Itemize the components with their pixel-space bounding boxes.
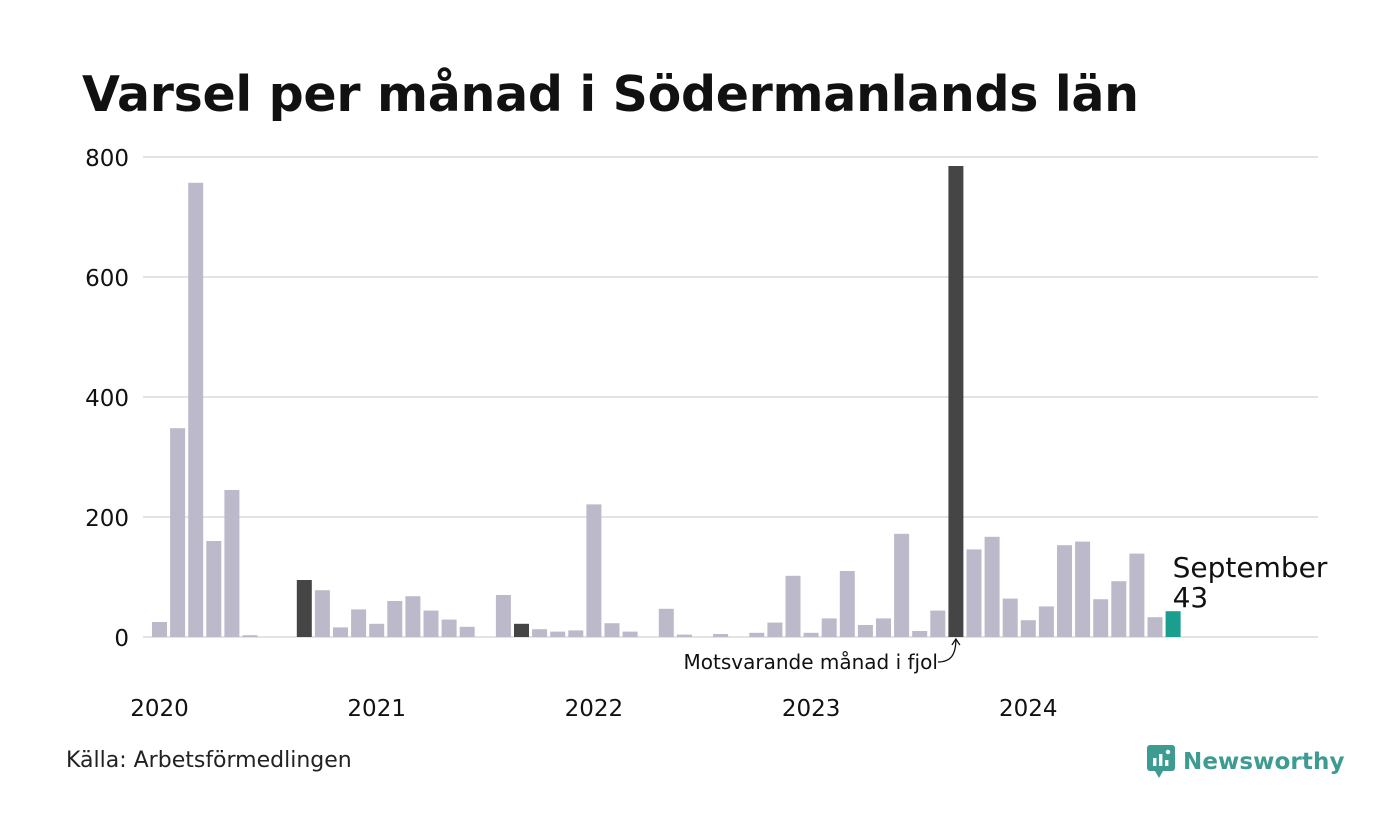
bar-2021-09 bbox=[514, 623, 529, 637]
bar-2022-02 bbox=[604, 623, 620, 637]
x-tick-label: 2024 bbox=[999, 696, 1058, 722]
brand-name: Newsworthy bbox=[1183, 749, 1345, 775]
y-tick-label: 600 bbox=[85, 266, 129, 292]
bar-2023-03 bbox=[839, 571, 855, 637]
bar-2024-04 bbox=[1075, 541, 1091, 637]
y-tick-label: 400 bbox=[85, 386, 129, 412]
bar-2021-01 bbox=[369, 623, 385, 637]
bar-2024-01 bbox=[1020, 620, 1036, 637]
source-note: Källa: Arbetsförmedlingen bbox=[66, 748, 352, 773]
bar-2021-11 bbox=[550, 631, 566, 637]
bar-2024-05 bbox=[1093, 599, 1109, 637]
previous-year-arrowhead bbox=[951, 637, 961, 646]
bar-2021-10 bbox=[532, 629, 548, 637]
brand-logo[interactable]: Newsworthy bbox=[1146, 742, 1345, 782]
bar-2021-12 bbox=[568, 630, 584, 637]
chart-title: Varsel per månad i Södermanlands län bbox=[82, 66, 1139, 123]
bar-2022-03 bbox=[622, 631, 638, 637]
bar-2020-10 bbox=[314, 590, 330, 637]
bar-2020-04 bbox=[206, 541, 222, 637]
bar-2021-03 bbox=[405, 596, 421, 637]
bar-2022-05 bbox=[658, 608, 674, 637]
y-tick-label: 800 bbox=[85, 146, 129, 172]
bar-2024-09 bbox=[1165, 611, 1181, 637]
bar-2020-09 bbox=[296, 580, 312, 637]
bar-2024-03 bbox=[1057, 545, 1072, 637]
bar-2023-07 bbox=[912, 631, 928, 637]
current-value-label: 43 bbox=[1173, 581, 1209, 614]
x-tick-label: 2022 bbox=[565, 696, 624, 722]
bar-2023-10 bbox=[966, 549, 982, 637]
bar-2023-05 bbox=[876, 618, 891, 637]
bar-2020-05 bbox=[224, 490, 240, 637]
bar-2021-04 bbox=[423, 610, 439, 637]
bar-2020-02 bbox=[170, 428, 186, 637]
bar-2021-08 bbox=[495, 595, 511, 637]
bar-2023-12 bbox=[1002, 598, 1018, 637]
x-tick-label: 2020 bbox=[130, 696, 189, 722]
previous-year-arrow bbox=[937, 638, 957, 663]
bar-2024-07 bbox=[1129, 553, 1145, 637]
y-tick-label: 0 bbox=[114, 626, 129, 652]
x-tick-label: 2023 bbox=[782, 696, 841, 722]
bar-2023-06 bbox=[894, 533, 910, 637]
bar-2022-06 bbox=[676, 634, 692, 637]
bar-2023-08 bbox=[930, 610, 946, 637]
bar-2021-06 bbox=[459, 626, 475, 637]
bar-2020-12 bbox=[351, 609, 367, 637]
annotations: September 43 Motsvarande månad i fjol bbox=[684, 551, 1328, 674]
bar-2024-02 bbox=[1038, 606, 1054, 637]
x-tick-label: 2021 bbox=[347, 696, 406, 722]
bar-2022-01 bbox=[586, 504, 602, 637]
bar-2023-02 bbox=[821, 618, 837, 637]
bar-2023-01 bbox=[803, 632, 819, 637]
bar-2022-11 bbox=[767, 622, 783, 637]
bar-2024-08 bbox=[1147, 617, 1163, 637]
bar-2021-02 bbox=[387, 601, 403, 637]
bar-2024-06 bbox=[1111, 581, 1127, 637]
bar-2022-08 bbox=[713, 634, 729, 637]
bar-2020-06 bbox=[242, 635, 258, 637]
bar-2020-11 bbox=[333, 627, 348, 637]
newsworthy-logo-icon bbox=[1147, 745, 1175, 778]
previous-year-label: Motsvarande månad i fjol bbox=[684, 650, 938, 674]
current-month-label: September bbox=[1173, 551, 1328, 584]
x-axis: 2020 2021 2022 2023 2024 bbox=[130, 696, 1057, 722]
bar-2021-05 bbox=[441, 619, 457, 637]
bar-2022-12 bbox=[785, 575, 801, 637]
bar-2023-09 bbox=[948, 166, 964, 637]
bar-2020-03 bbox=[188, 182, 204, 638]
bar-2023-11 bbox=[984, 536, 1000, 637]
y-tick-label: 200 bbox=[85, 506, 129, 532]
bar-2023-04 bbox=[857, 625, 873, 637]
y-axis: 0 200 400 600 800 bbox=[85, 146, 129, 652]
bar-2020-01 bbox=[152, 622, 167, 637]
bar-2022-10 bbox=[749, 632, 765, 637]
bars bbox=[152, 166, 1181, 638]
